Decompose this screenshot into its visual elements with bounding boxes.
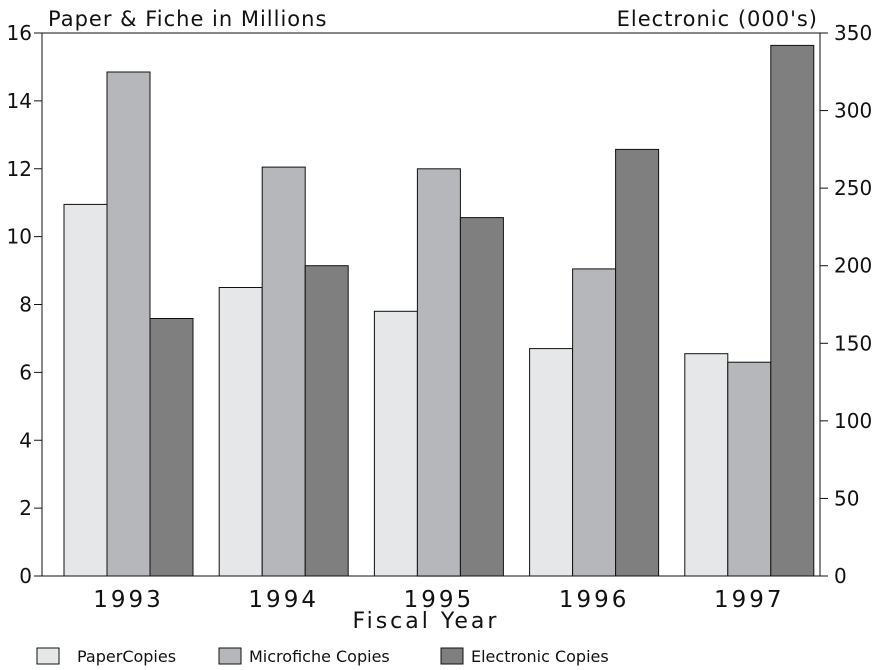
bar-electronic-copies-1997 <box>770 44 815 577</box>
left-tick-label-8: 8 <box>19 293 32 317</box>
right-tick-label-350: 350 <box>834 21 872 45</box>
category-labels: 1993 1994 1995 1996 1997 <box>93 587 785 613</box>
bar-papercopies-1994 <box>218 287 263 577</box>
bar-papercopies-1993 <box>63 203 108 577</box>
bars-group <box>63 44 815 577</box>
left-tick-label-12: 12 <box>7 157 32 181</box>
bar-electronic-copies-1995 <box>459 217 504 577</box>
right-tick-label-50: 50 <box>834 486 859 510</box>
left-tick-label-2: 2 <box>19 496 32 520</box>
bar-electronic-copies-1994 <box>304 265 349 577</box>
legend-label-paper: PaperCopies <box>77 647 176 666</box>
category-label-1994: 1994 <box>248 587 319 613</box>
right-tick-label-300: 300 <box>834 99 872 123</box>
category-label-1995: 1995 <box>404 587 475 613</box>
bar-microfiche-copies-1994 <box>261 166 306 577</box>
right-tick-label-200: 200 <box>834 254 872 278</box>
right-tick-label-0: 0 <box>834 564 847 588</box>
right-tick-label-150: 150 <box>834 331 872 355</box>
bar-microfiche-copies-1997 <box>727 361 772 577</box>
bar-microfiche-copies-1996 <box>572 268 617 577</box>
left-tick-label-10: 10 <box>7 225 32 249</box>
legend-swatch-electronic <box>440 647 464 665</box>
category-label-1996: 1996 <box>559 587 630 613</box>
left-tick-label-4: 4 <box>19 428 32 452</box>
x-axis-title: Fiscal Year <box>353 609 500 634</box>
bar-microfiche-copies-1993 <box>106 71 151 577</box>
left-axis-title: Paper & Fiche in Millions <box>48 7 327 31</box>
legend-label-microfiche: Microfiche Copies <box>249 647 390 666</box>
bar-microfiche-copies-1995 <box>416 168 461 577</box>
legend-swatch-microfiche <box>218 647 242 665</box>
legend-label-electronic: Electronic Copies <box>471 647 609 666</box>
left-axis: 0 2 4 6 8 10 12 14 16 <box>7 21 42 588</box>
category-label-1993: 1993 <box>93 587 164 613</box>
right-axis: 0 50 100 150 200 250 300 350 <box>820 21 872 588</box>
left-tick-label-14: 14 <box>7 89 32 113</box>
left-tick-label-0: 0 <box>19 564 32 588</box>
right-axis-title: Electronic (000's) <box>617 7 818 31</box>
left-tick-label-16: 16 <box>7 21 32 45</box>
left-tick-label-6: 6 <box>19 360 32 384</box>
bar-electronic-copies-1993 <box>149 318 194 577</box>
bar-electronic-copies-1996 <box>615 148 660 577</box>
legend: PaperCopies Microfiche Copies Electronic… <box>36 647 609 666</box>
category-label-1997: 1997 <box>714 587 785 613</box>
bar-papercopies-1996 <box>529 348 574 577</box>
bar-papercopies-1997 <box>684 353 729 577</box>
right-tick-label-100: 100 <box>834 409 872 433</box>
right-tick-label-250: 250 <box>834 176 872 200</box>
bar-papercopies-1995 <box>373 310 418 577</box>
legend-swatch-paper <box>36 647 60 665</box>
